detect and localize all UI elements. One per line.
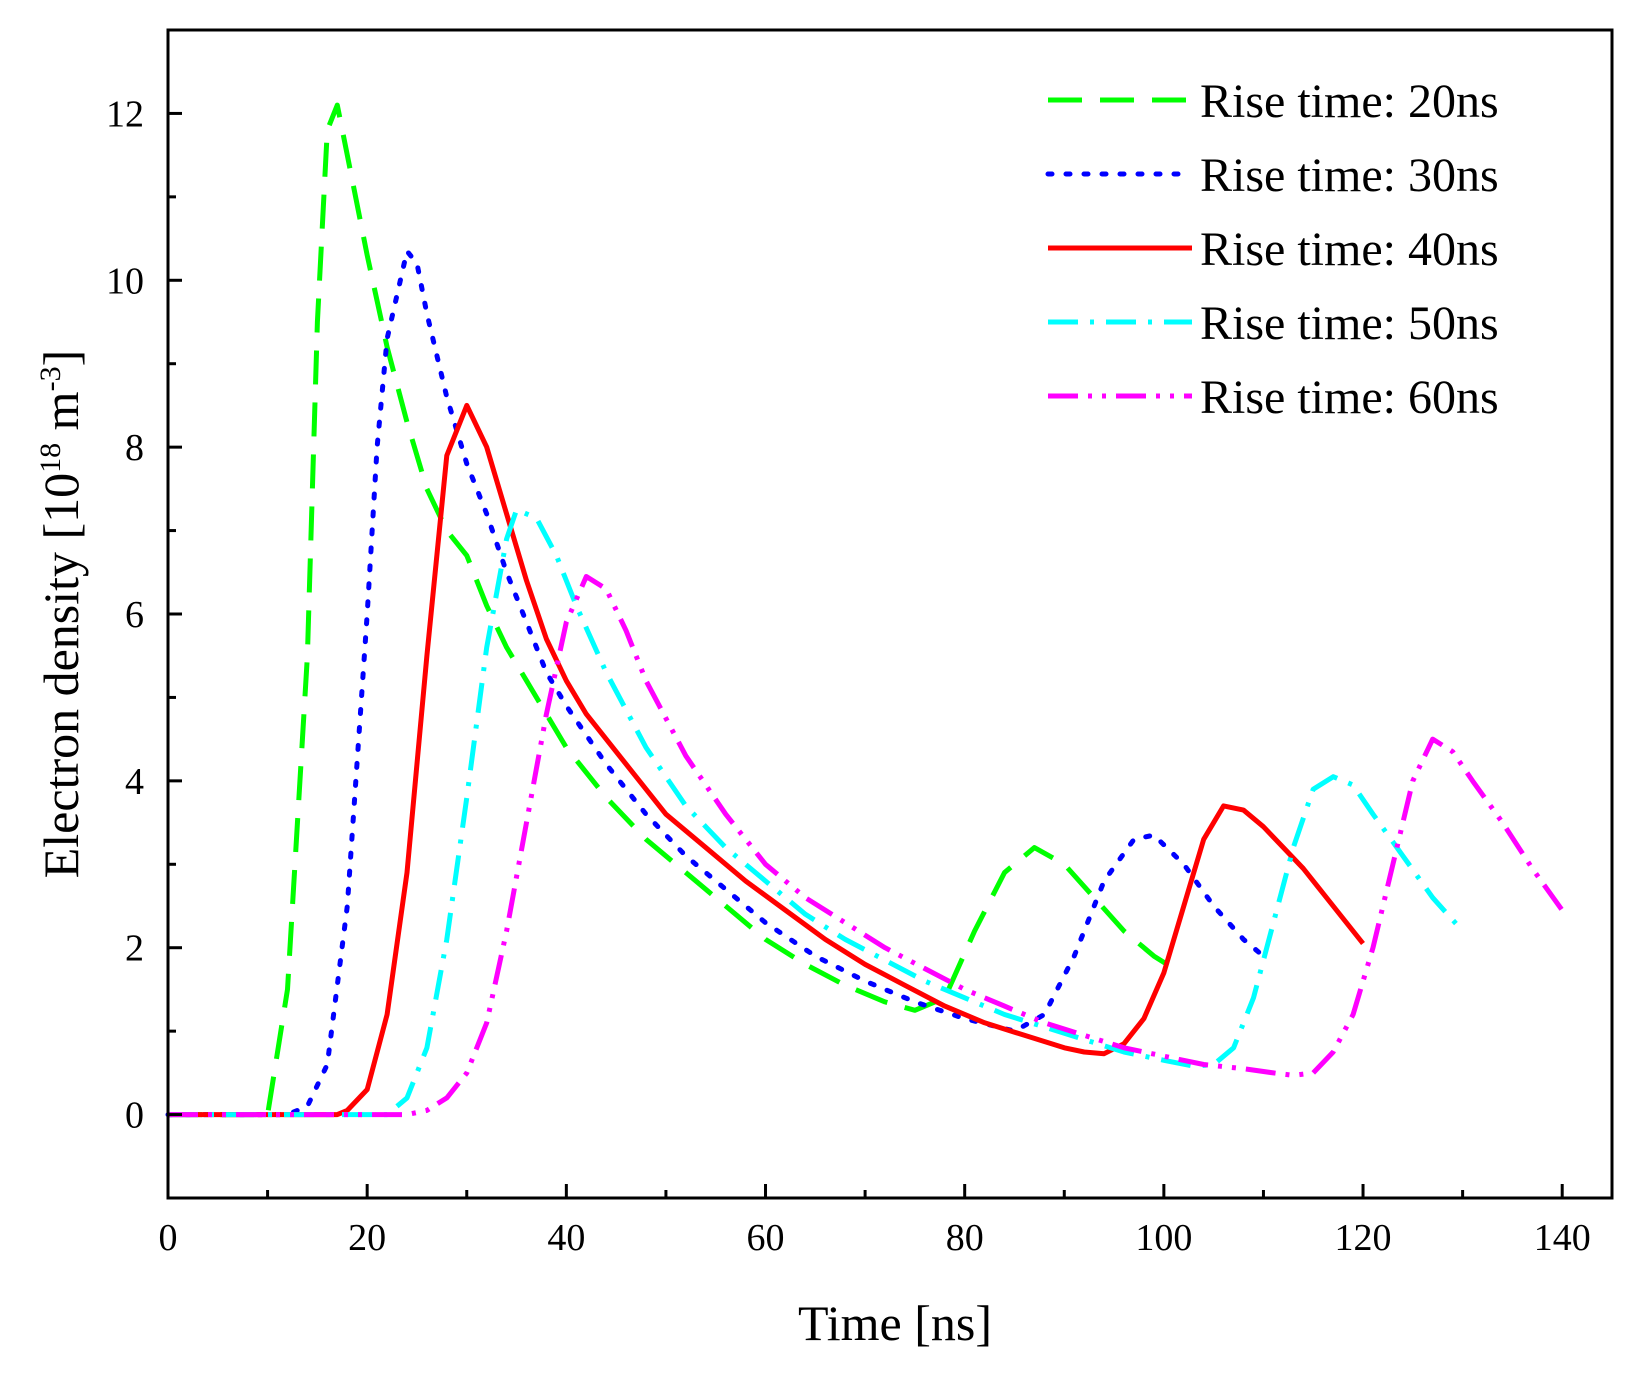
x-tick-label: 0 [159, 1217, 178, 1259]
series-line-2 [165, 248, 1266, 1118]
y-tick-label: 2 [125, 928, 144, 970]
series-line-5 [168, 574, 1565, 1118]
ticks-layer: 0 20 40 60 80 100 120 140 0 2 4 6 8 10 12 [106, 93, 1591, 1259]
legend-label-3: Rise time: 40ns [1200, 223, 1499, 276]
series-line-1 [168, 102, 1176, 1118]
y-tick-label: 4 [125, 761, 144, 803]
x-tick-label: 20 [348, 1217, 386, 1259]
x-tick-label: 120 [1335, 1217, 1392, 1259]
legend-label-4: Rise time: 50ns [1200, 297, 1499, 350]
y-tick-label: 0 [125, 1095, 144, 1137]
legend: Rise time: 20ns Rise time: 30ns Rise time:… [1045, 75, 1499, 424]
y-tick-label: 10 [106, 260, 144, 302]
y-tick-label: 6 [125, 594, 144, 636]
legend-label-1: Rise time: 20ns [1200, 75, 1499, 128]
x-tick-label: 140 [1534, 1217, 1591, 1259]
x-tick-label: 40 [547, 1217, 585, 1259]
x-axis-label: Time [ns] [798, 1295, 992, 1351]
series-layer [165, 102, 1565, 1118]
x-tick-label: 100 [1135, 1217, 1192, 1259]
y-tick-label: 12 [106, 93, 144, 135]
y-axis-label: Electron density [1018 m-3] [33, 350, 89, 879]
series-line-3 [168, 402, 1365, 1118]
legend-label-2: Rise time: 30ns [1200, 149, 1499, 202]
x-tick-label: 60 [747, 1217, 785, 1259]
x-tick-label: 80 [946, 1217, 984, 1259]
y-tick-label: 8 [125, 427, 144, 469]
legend-label-5: Rise time: 60ns [1200, 371, 1499, 424]
series-line-4 [168, 507, 1465, 1118]
